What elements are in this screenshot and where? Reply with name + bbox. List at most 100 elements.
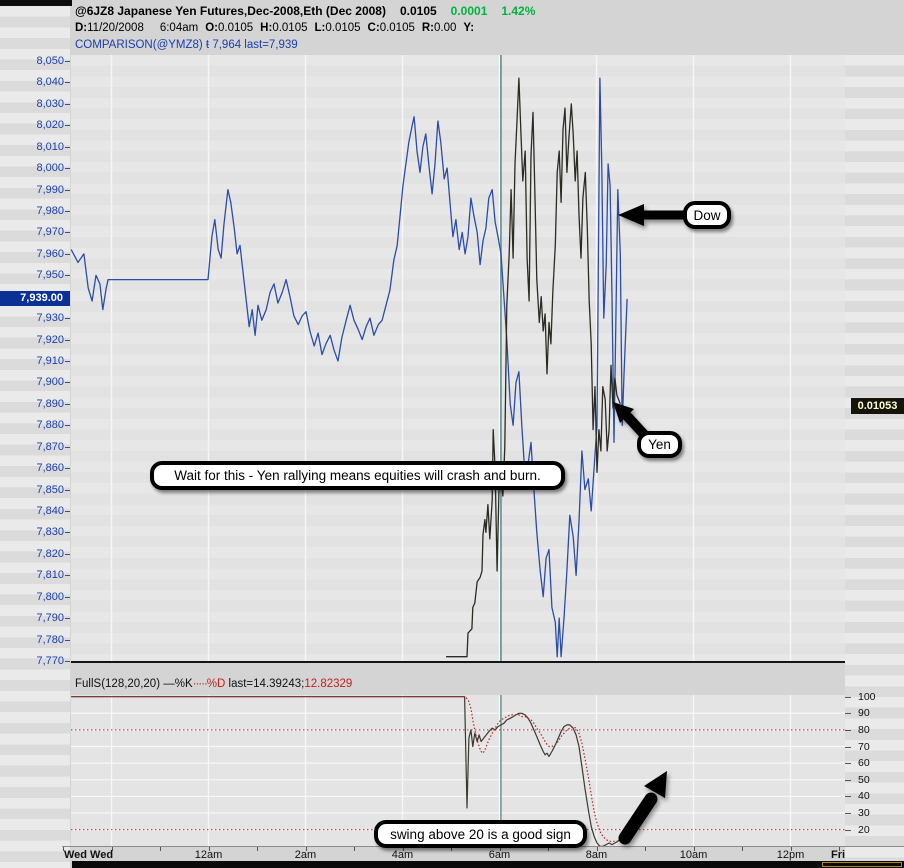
- stochastic-plot-area[interactable]: [71, 695, 845, 847]
- time-axis[interactable]: Wed Wed 12am 2am 4am 6am 8am 10am 12pm Fri: [62, 847, 904, 861]
- stochastic-tick: [845, 779, 851, 781]
- stochastic-tick-label: 90: [858, 707, 870, 720]
- price-tick: [65, 82, 70, 84]
- k-line-dash: —: [163, 678, 175, 690]
- time-tick: [790, 847, 792, 851]
- price-tick: [65, 403, 70, 405]
- header-field: 6:04am: [159, 22, 199, 34]
- price-tick: [65, 510, 70, 512]
- price-tick-label: 7,990: [36, 183, 64, 196]
- header-field: Y:: [463, 22, 475, 34]
- ohlc-row: D:11/20/2008 6:04am O:0.0105 H:0.0105 L:0.01…: [75, 20, 895, 37]
- time-tick-label: 8am: [585, 849, 608, 861]
- series-dow-ymz8-comparison-: [70, 77, 628, 658]
- stochastic-note-callout: swing above 20 is a good sign: [374, 820, 587, 848]
- time-tick: [257, 847, 258, 851]
- comparison-row: COMPARISON(@YMZ8) ŧ 7,964 last=7,939: [75, 39, 298, 51]
- dow-callout: Dow: [683, 201, 731, 229]
- time-tick: [742, 847, 743, 851]
- left-price-gutter: [0, 6, 70, 868]
- price-tick: [65, 575, 70, 577]
- d-last-value: 12.82329: [304, 678, 353, 690]
- header-field: O:0.0105: [205, 22, 254, 34]
- price-tick-label: 8,030: [36, 97, 64, 110]
- price-tick-label: 8,050: [36, 55, 64, 67]
- price-tick: [65, 61, 70, 62]
- price-tick: [65, 210, 70, 212]
- stochastic-tick-label: 20: [858, 823, 870, 836]
- price-tick: [65, 253, 70, 255]
- stochastic-tick-label: 70: [858, 740, 870, 753]
- time-tick-label: 12pm: [776, 849, 805, 861]
- price-tick-label: 7,860: [36, 462, 64, 475]
- stochastic-up-arrow: [618, 771, 667, 845]
- stochastic-chart-svg: [71, 695, 845, 847]
- price-tick: [65, 339, 70, 341]
- bottom-scroll-thumb[interactable]: [822, 862, 902, 867]
- price-tick: [65, 596, 70, 598]
- series--k: [71, 696, 621, 847]
- stochastic-tick: [845, 829, 851, 831]
- window-top-corner: [0, 0, 72, 6]
- stochastic-tick-label: 80: [858, 723, 870, 736]
- time-tick: [693, 847, 695, 851]
- price-tick-label: 7,950: [36, 269, 64, 282]
- stochastic-tick-label: 50: [858, 773, 870, 786]
- time-tick-label: Fri: [830, 849, 846, 861]
- price-tick: [65, 103, 70, 105]
- right-margin: [845, 55, 904, 861]
- indicator-header: FullS(128,20,20) —%K·····%D last=14.3924…: [75, 678, 835, 694]
- series-yen-6jz8-: [446, 77, 621, 658]
- d-line-dots: ·····: [192, 678, 208, 690]
- price-tick: [65, 168, 70, 170]
- price-tick-label: 7,840: [36, 504, 64, 517]
- dow-arrow: [618, 204, 684, 226]
- price-tick-label: 7,910: [36, 354, 64, 367]
- price-tick: [65, 425, 70, 427]
- time-tick: [548, 847, 549, 851]
- stochastic-tick-label: 100: [858, 690, 876, 703]
- price-tick: [65, 275, 70, 277]
- stochastic-axis: 100 90 80 70 60 50 40 30 20: [845, 691, 904, 846]
- price-tick: [65, 660, 70, 662]
- stochastic-tick-label: 40: [858, 790, 870, 803]
- header-field: L:0.0105: [314, 22, 361, 34]
- time-tick-label: 6am: [488, 849, 511, 861]
- last-price-badge: 7,939.00: [0, 291, 70, 306]
- main-note-callout: Wait for this - Yen rallying means equit…: [150, 461, 565, 490]
- time-tick-label: Wed Wed: [63, 849, 114, 861]
- price-tick-label: 7,880: [36, 419, 64, 432]
- price-tick: [65, 446, 70, 448]
- header-field: D:11/20/2008: [75, 22, 144, 34]
- last-price: 0.0105: [399, 4, 437, 18]
- stochastic-tick-label: 60: [858, 757, 870, 770]
- stochastic-tick: [845, 763, 851, 765]
- bottom-scroll-bar[interactable]: [72, 861, 904, 868]
- price-tick-label: 8,020: [36, 119, 64, 132]
- price-plot-area[interactable]: [70, 55, 845, 663]
- k-last-value: 14.39243;: [253, 678, 305, 690]
- price-tick-label: 7,960: [36, 247, 64, 260]
- time-tick: [354, 847, 355, 851]
- yen-last-price-badge: 0.01053: [851, 398, 904, 414]
- price-chart-svg: [70, 55, 792, 663]
- chart-header: @6JZ8 Japanese Yen Futures,Dec-2008,Eth …: [75, 3, 895, 55]
- price-tick: [65, 618, 70, 620]
- time-tick: [208, 847, 210, 851]
- price-tick-label: 7,820: [36, 547, 64, 560]
- price-tick: [65, 553, 70, 555]
- header-field: R:0.00: [421, 22, 457, 34]
- price-tick: [65, 639, 70, 641]
- price-tick: [65, 532, 70, 534]
- time-tick: [451, 847, 452, 851]
- indicator-name: FullS(128,20,20): [75, 678, 161, 690]
- price-tick-label: 7,830: [36, 526, 64, 539]
- time-tick: [63, 847, 64, 851]
- symbol-title-row: @6JZ8 Japanese Yen Futures,Dec-2008,Eth …: [75, 3, 895, 20]
- price-tick: [65, 468, 70, 470]
- time-tick-label: 2am: [294, 849, 317, 861]
- price-tick: [65, 189, 70, 191]
- price-axis[interactable]: 8,050 8,040 8,030 8,020 8,010 8,000 7,990 7,980…: [0, 0, 70, 868]
- price-tick: [65, 232, 70, 234]
- stochastic-tick: [845, 713, 851, 715]
